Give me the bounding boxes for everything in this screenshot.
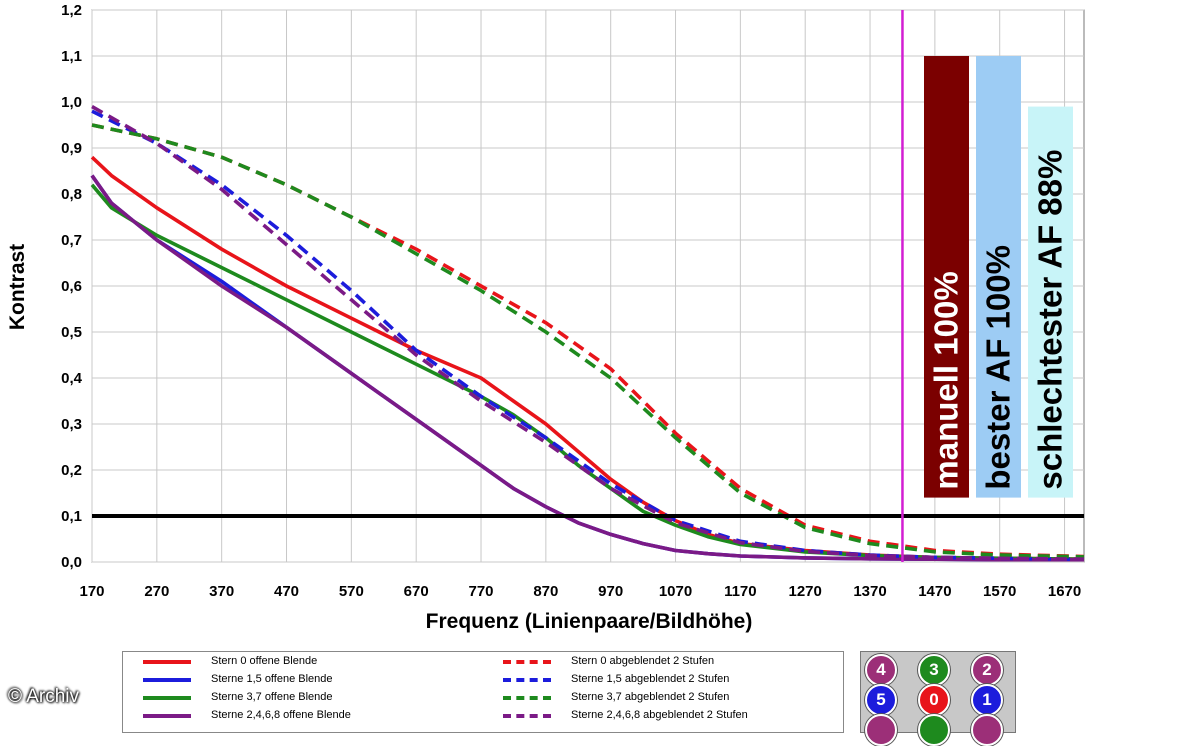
y-tick-label: 0,5: [61, 324, 82, 341]
legend-label: Sterne 2,4,6,8 abgeblendet 2 Stufen: [571, 709, 748, 721]
series-line-dashed: [91, 123, 1085, 559]
legend-label: Sterne 3,7 abgeblendet 2 Stufen: [571, 691, 730, 703]
legend-swatch: [143, 696, 191, 700]
chart-legend: Stern 0 offene Blende Sterne 1,5 offene B…: [122, 651, 844, 733]
x-tick-label: 1370: [853, 583, 886, 600]
legend-label: Sterne 1,5 abgeblendet 2 Stufen: [571, 673, 730, 685]
af-bar-label: manuell 100%: [928, 271, 965, 489]
series-line: [90, 174, 1084, 562]
y-tick-label: 0,8: [61, 186, 82, 203]
x-axis-title: Frequenz (Linienpaare/Bildhöhe): [426, 610, 753, 633]
legend-swatch: [503, 660, 551, 664]
x-tick-label: 1570: [983, 583, 1016, 600]
series-line-dashed: [91, 105, 1085, 561]
x-tick-label: 170: [79, 583, 104, 600]
star-key: [918, 714, 950, 746]
x-tick-label: 670: [404, 583, 429, 600]
y-tick-label: 0,7: [61, 232, 82, 249]
af-result-bars: manuell 100% bester AF 100% schlechtester …: [924, 56, 1073, 498]
grid-lines: [91, 9, 1085, 563]
legend-label: Sterne 3,7 offene Blende: [211, 691, 333, 703]
legend-swatch: [503, 696, 551, 700]
y-tick-label: 1,0: [61, 94, 82, 111]
af-bar: [976, 56, 1021, 498]
mtf-chart: manuell 100% bester AF 100% schlechtester …: [6, 2, 1085, 633]
star-key: 1: [971, 684, 1003, 716]
legend-swatch: [503, 714, 551, 718]
x-tick-label: 1670: [1048, 583, 1081, 600]
legend-label: Sterne 1,5 offene Blende: [211, 673, 333, 685]
series-line-dashed: [91, 109, 1085, 561]
y-tick-label: 0,2: [61, 462, 82, 479]
y-axis-title: Kontrast: [6, 244, 29, 330]
af-bar-label: schlechtester AF 88%: [1032, 150, 1069, 490]
star-key: 5: [865, 684, 897, 716]
star-key: [971, 714, 1003, 746]
y-tick-label: 0,3: [61, 416, 82, 433]
x-tick-label: 370: [209, 583, 234, 600]
x-tick-label: 270: [144, 583, 169, 600]
x-tick-label: 1070: [659, 583, 692, 600]
x-tick-label: 970: [598, 583, 623, 600]
x-tick-label: 770: [469, 583, 494, 600]
x-tick-label: 1170: [724, 583, 757, 600]
y-tick-label: 0,9: [61, 140, 82, 157]
series-line-dashed: [91, 123, 1085, 559]
star-key: [865, 714, 897, 746]
y-tick-label: 1,2: [61, 2, 82, 19]
legend-swatch: [503, 678, 551, 682]
af-bar-label: bester AF 100%: [980, 245, 1017, 490]
legend-swatch: [143, 714, 191, 718]
x-tick-label: 1470: [918, 583, 951, 600]
reference-lines: [92, 10, 1084, 562]
series-lines: [90, 105, 1085, 562]
y-tick-label: 0,6: [61, 278, 82, 295]
star-key: 4: [865, 654, 897, 686]
legend-label: Stern 0 abgeblendet 2 Stufen: [571, 655, 715, 667]
af-bar: [924, 56, 969, 498]
star-key: 0: [918, 684, 950, 716]
axis-ticks: 0,0 0,1 0,2 0,3 0,4 0,5 0,6 0,7 0,8 0,9 1,0 1,1 1,2 1…: [61, 2, 1081, 600]
af-bar: [1028, 106, 1073, 498]
legend-swatch: [143, 660, 191, 664]
x-tick-label: 470: [274, 583, 299, 600]
star-key: 3: [918, 654, 950, 686]
y-tick-label: 0,0: [61, 554, 82, 571]
legend-label: Stern 0 offene Blende: [211, 655, 318, 667]
y-tick-label: 1,1: [61, 48, 82, 65]
star-key: 2: [971, 654, 1003, 686]
x-tick-label: 870: [533, 583, 558, 600]
x-tick-label: 1270: [789, 583, 822, 600]
copyright-notice: © Archiv: [8, 686, 80, 707]
legend-label: Sterne 2,4,6,8 offene Blende: [211, 709, 351, 721]
y-tick-label: 0,1: [61, 508, 82, 525]
x-tick-label: 570: [339, 583, 364, 600]
legend-swatch: [143, 678, 191, 682]
y-tick-label: 0,4: [61, 370, 83, 387]
